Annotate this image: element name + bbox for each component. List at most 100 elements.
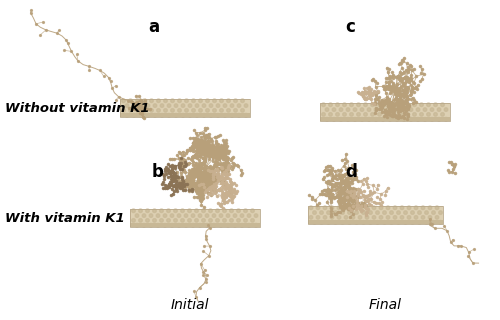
Circle shape (356, 113, 360, 116)
Circle shape (340, 211, 344, 214)
Circle shape (222, 219, 226, 222)
Circle shape (323, 216, 327, 219)
Circle shape (250, 219, 254, 222)
Circle shape (362, 211, 366, 214)
Circle shape (184, 223, 188, 227)
Circle shape (421, 206, 425, 210)
Circle shape (220, 99, 224, 103)
Circle shape (205, 223, 209, 227)
Circle shape (332, 117, 336, 121)
Circle shape (156, 108, 160, 112)
Circle shape (350, 103, 354, 107)
Circle shape (209, 113, 213, 117)
Circle shape (424, 211, 428, 214)
Circle shape (236, 209, 240, 212)
Circle shape (212, 223, 216, 227)
Circle shape (216, 219, 220, 222)
Circle shape (219, 214, 223, 217)
Circle shape (350, 113, 354, 116)
Circle shape (128, 108, 132, 112)
Circle shape (202, 219, 205, 222)
Circle shape (198, 99, 202, 103)
Circle shape (188, 219, 192, 222)
Bar (320, 103, 450, 121)
Circle shape (170, 99, 174, 103)
Circle shape (434, 113, 438, 116)
Circle shape (156, 214, 160, 217)
Circle shape (354, 220, 358, 224)
Circle shape (326, 211, 330, 214)
Circle shape (254, 223, 258, 227)
Circle shape (160, 209, 164, 212)
Circle shape (435, 206, 439, 210)
Bar (320, 114, 450, 121)
Circle shape (216, 104, 220, 108)
Circle shape (432, 211, 436, 214)
Circle shape (346, 108, 350, 111)
Circle shape (153, 104, 157, 108)
Circle shape (428, 216, 432, 219)
Circle shape (138, 219, 142, 222)
Circle shape (150, 99, 154, 103)
Circle shape (194, 219, 198, 222)
Circle shape (384, 103, 388, 107)
Circle shape (330, 206, 334, 210)
Circle shape (226, 99, 230, 103)
Circle shape (376, 220, 380, 224)
Circle shape (312, 220, 316, 224)
Circle shape (360, 117, 364, 121)
Circle shape (382, 220, 386, 224)
Circle shape (163, 214, 167, 217)
Circle shape (180, 209, 184, 212)
Circle shape (444, 108, 448, 111)
Circle shape (142, 223, 146, 227)
Circle shape (167, 113, 171, 117)
Circle shape (416, 108, 420, 111)
Circle shape (437, 117, 441, 121)
Circle shape (219, 223, 223, 227)
Circle shape (208, 219, 212, 222)
Circle shape (368, 211, 372, 214)
Circle shape (170, 214, 174, 217)
Circle shape (428, 206, 432, 210)
Circle shape (323, 206, 327, 210)
Circle shape (430, 108, 434, 111)
Circle shape (240, 214, 244, 217)
Circle shape (336, 103, 340, 107)
Circle shape (372, 206, 376, 210)
Circle shape (398, 113, 402, 116)
Circle shape (244, 104, 248, 108)
Circle shape (170, 108, 174, 112)
Circle shape (342, 103, 346, 107)
Circle shape (412, 113, 416, 116)
Circle shape (150, 108, 154, 112)
Circle shape (379, 216, 383, 219)
Circle shape (163, 223, 167, 227)
Circle shape (396, 220, 400, 224)
Circle shape (344, 216, 348, 219)
Circle shape (414, 216, 418, 219)
Circle shape (404, 220, 407, 224)
Circle shape (142, 108, 146, 112)
Circle shape (208, 209, 212, 212)
Circle shape (334, 211, 338, 214)
Circle shape (198, 214, 202, 217)
Circle shape (250, 209, 254, 212)
Circle shape (360, 108, 364, 111)
Circle shape (230, 219, 234, 222)
Circle shape (212, 108, 216, 112)
Circle shape (177, 223, 181, 227)
Circle shape (358, 216, 362, 219)
Circle shape (184, 99, 188, 103)
Circle shape (351, 206, 355, 210)
Circle shape (440, 103, 444, 107)
Circle shape (418, 211, 422, 214)
Circle shape (390, 220, 394, 224)
Circle shape (216, 113, 220, 117)
Circle shape (254, 214, 258, 217)
Circle shape (400, 216, 404, 219)
Circle shape (379, 206, 383, 210)
Circle shape (421, 216, 425, 219)
Circle shape (212, 214, 216, 217)
Circle shape (122, 99, 126, 103)
